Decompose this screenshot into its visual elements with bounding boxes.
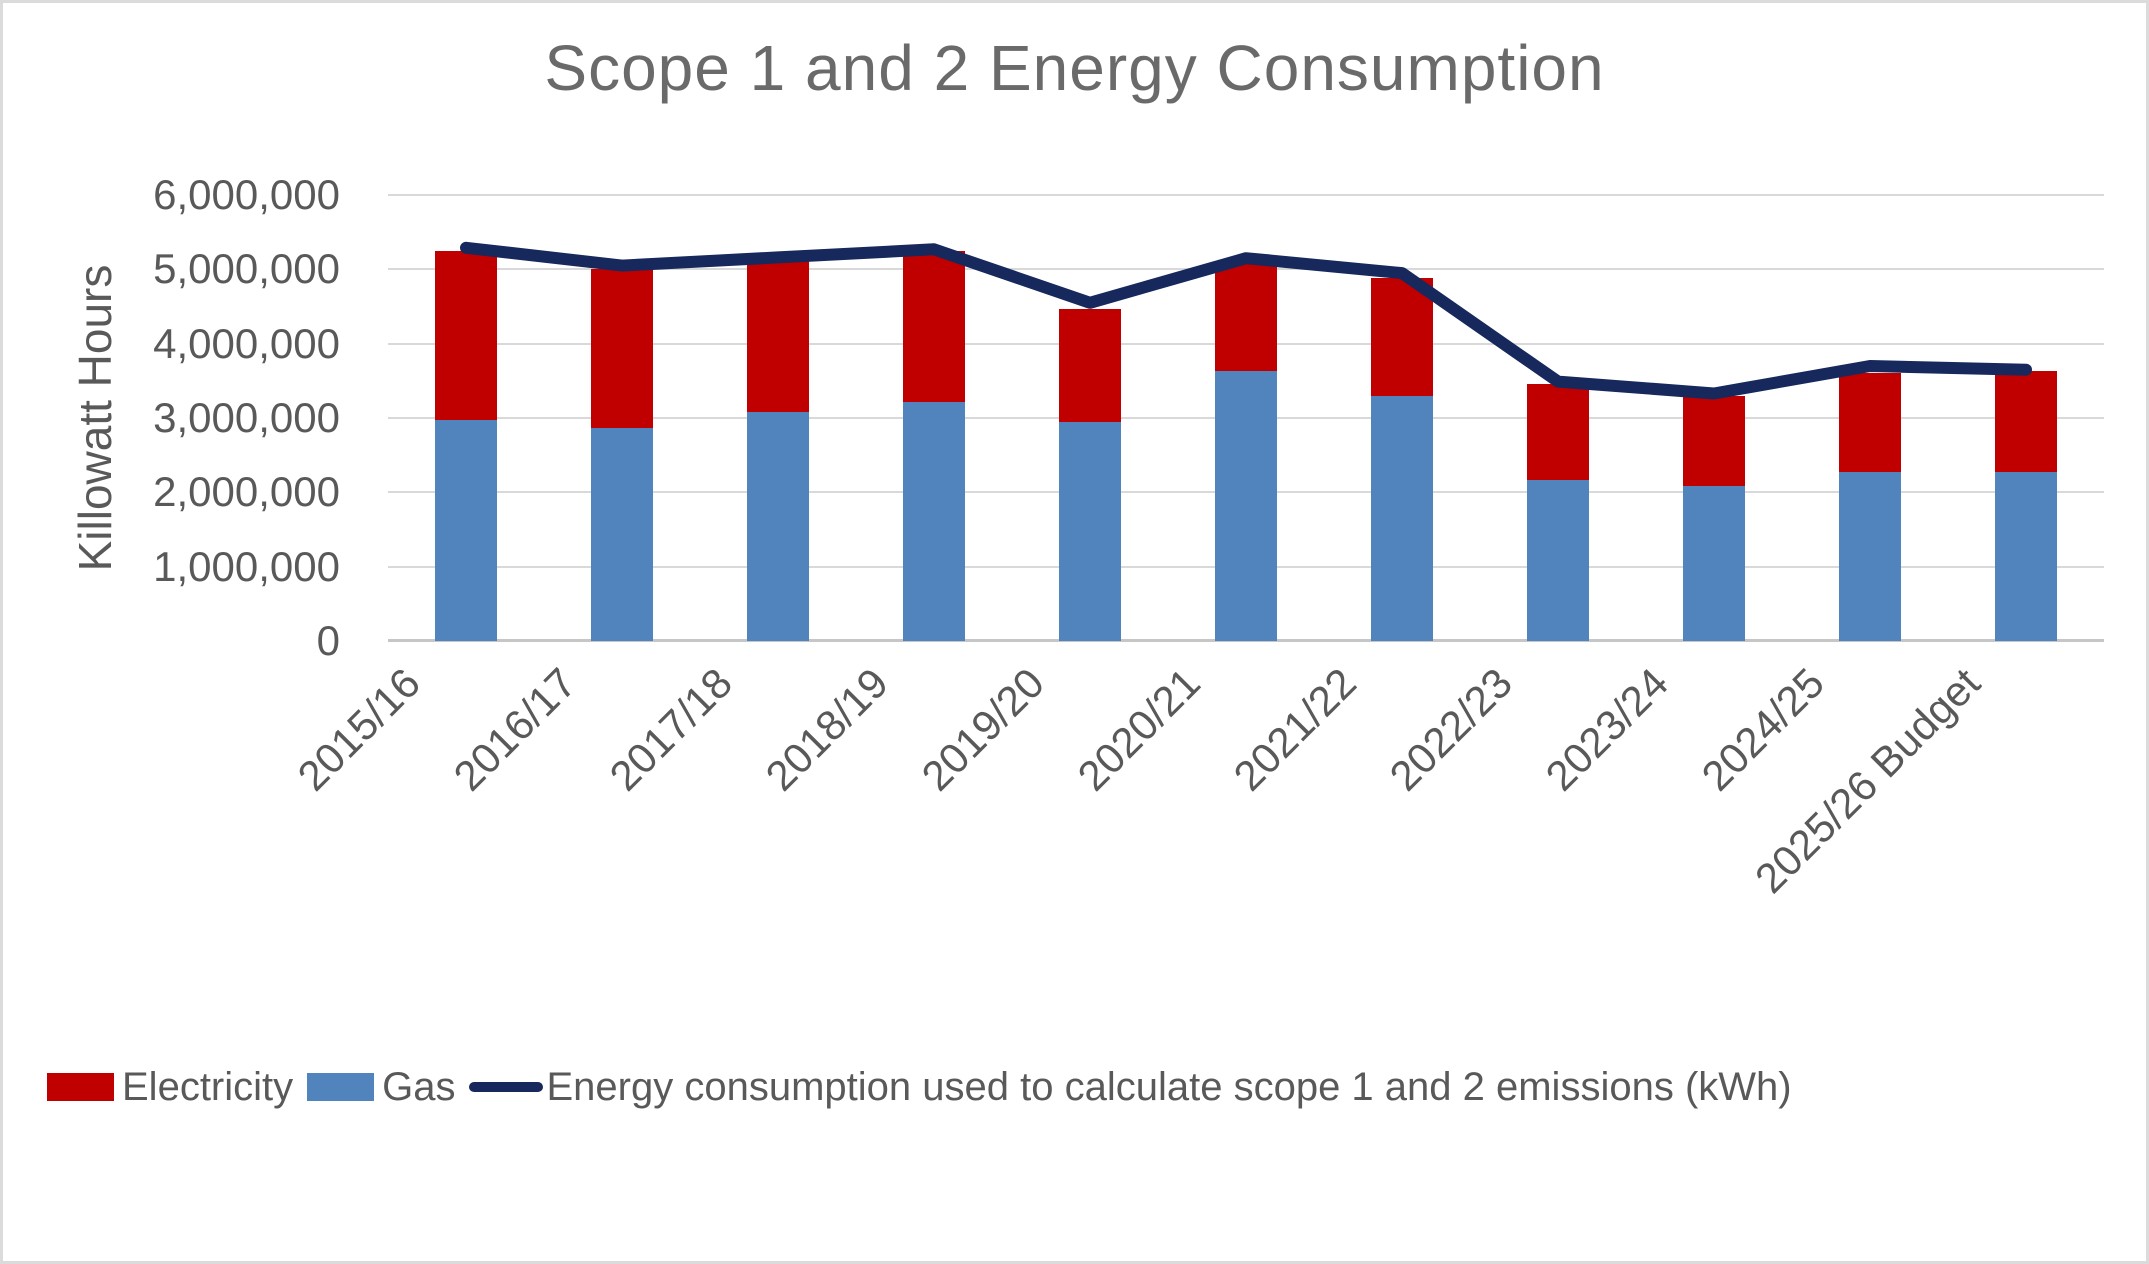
bar-gas [903, 401, 965, 641]
y-tick-label: 4,000,000 [153, 319, 340, 367]
bar-gas [1527, 479, 1589, 641]
y-tick-label: 3,000,000 [153, 394, 340, 441]
bar-slot-2015-16 [388, 195, 544, 641]
x-tick-label: 2020/21 [1068, 659, 1210, 800]
bar-electricity [1995, 371, 2057, 472]
bar-gas [747, 412, 809, 641]
bar-electricity [435, 250, 497, 421]
bar-slot-2023-24 [1636, 195, 1792, 641]
bar-slot-2025-26-budget [1948, 195, 2104, 641]
bar-electricity [591, 268, 653, 429]
x-tick-label: 2023/24 [1536, 659, 1678, 800]
bar-electricity [1839, 372, 1901, 473]
bar-gas [1683, 486, 1745, 641]
gridline [388, 194, 2104, 196]
y-tick-label: 5,000,000 [153, 245, 340, 293]
x-axis-tick-labels: 2015/16 2016/17 2017/18 2018/19 2019/20 2020/… [289, 659, 2104, 959]
bar-slot-2019-20 [1012, 195, 1168, 641]
x-tick-label: 2018/19 [756, 659, 898, 800]
bar-gas [1995, 471, 2057, 641]
x-tick-label: 2019/20 [912, 659, 1054, 800]
x-tick-label: 2017/18 [600, 659, 742, 800]
bar-electricity [1527, 383, 1589, 480]
bar-slot-2021-22 [1324, 195, 1480, 641]
bar-gas [1059, 422, 1121, 641]
bar-slot-2020-21 [1168, 195, 1324, 641]
line-overlay [460, 241, 2032, 400]
legend-label-electricity: Electricity [122, 1064, 294, 1109]
x-tick-label: 2016/17 [444, 659, 586, 800]
y-tick-label: 2,000,000 [153, 468, 340, 516]
bar-gas [1215, 371, 1277, 641]
bar-electricity [1059, 308, 1121, 423]
bar-slot-2018-19 [856, 195, 1012, 641]
y-axis-tick-labels: 6,000,000 5,000,000 4,000,000 3,000,000 2,00… [83, 171, 340, 664]
bar-electricity [903, 250, 965, 402]
bar-slot-2016-17 [544, 195, 700, 641]
x-tick-label: 2015/16 [288, 659, 430, 800]
x-tick-label: 2021/22 [1224, 659, 1366, 800]
bar-electricity [747, 261, 809, 413]
energy-consumption-line [460, 241, 2032, 400]
legend-line-marker [468, 1082, 543, 1092]
y-tick-label: 6,000,000 [153, 171, 340, 218]
y-tick-label: 0 [316, 617, 340, 664]
bar-gas [1371, 396, 1433, 641]
bar-slot-2017-18 [700, 195, 856, 641]
chart-title: Scope 1 and 2 Energy Consumption [544, 32, 1605, 104]
legend-label-energy-consumption: Energy consumption used to calculate sco… [546, 1064, 1792, 1109]
x-tick-label: 2024/25 [1692, 659, 1834, 800]
legend-swatch-gas [307, 1073, 375, 1101]
legend-label-gas: Gas [382, 1064, 456, 1109]
bar-electricity [1683, 396, 1745, 487]
plot-area [388, 194, 2104, 642]
bar-gas [591, 428, 653, 641]
bar-gas [435, 420, 497, 641]
bar-electricity [1215, 261, 1277, 372]
y-tick-label: 1,000,000 [153, 542, 340, 590]
legend-swatch-electricity [47, 1073, 114, 1101]
bar-slot-2024-25 [1792, 195, 1948, 641]
bar-gas [1839, 472, 1901, 641]
x-tick-label: 2022/23 [1380, 659, 1522, 800]
bar-electricity [1371, 277, 1433, 397]
legend: Electricity Gas Energy consumption used … [47, 1059, 1792, 1115]
bar-slot-2022-23 [1480, 195, 1636, 641]
